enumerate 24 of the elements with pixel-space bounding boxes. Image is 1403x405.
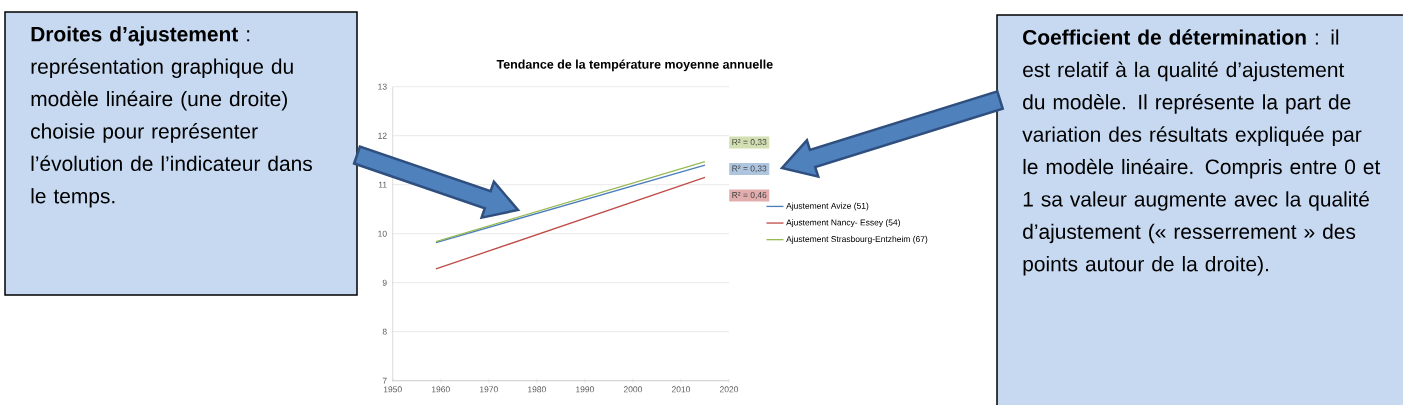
y-tick-label: 11 bbox=[378, 181, 387, 188]
x-tick-label: 2010 bbox=[671, 386, 691, 393]
x-tick-label: 1990 bbox=[576, 386, 594, 393]
legend-label: Ajustement Nancy- Essey (54) bbox=[786, 219, 900, 228]
text: Coefficient de détermination : il est relatif à la qualité d’ajustement du modèle. Il représente la part de variation des résultats expliquée par le modèle linéaire. Compris entre 0 et 1 sa valeur augmente avec la qualité d’ajustement (« resserrement » des points autour de la droite). bbox=[1022, 29, 1381, 276]
text: R² = 0,46 bbox=[732, 191, 767, 199]
x-tick-label: 1970 bbox=[480, 386, 498, 393]
x-tick-label: 2020 bbox=[720, 386, 739, 393]
x-tick-label: 1950 bbox=[383, 386, 402, 393]
y-tick-label: 12 bbox=[378, 132, 387, 139]
text: R² = 0,33 bbox=[732, 139, 767, 147]
x-tick-label: 1980 bbox=[528, 386, 546, 393]
y-tick-label: 8 bbox=[382, 328, 387, 335]
text: R² = 0,33 bbox=[732, 165, 767, 173]
x-tick-label: 1960 bbox=[431, 386, 450, 393]
y-tick-label: 9 bbox=[382, 279, 387, 286]
y-tick-label: 13 bbox=[378, 83, 387, 90]
x-tick-label: 2000 bbox=[623, 386, 642, 393]
chart-title: Tendance de la température moyenne annuelle bbox=[496, 59, 773, 72]
text: Droites d’ajustement : représentation graphique du modèle linéaire (une droite) choisie pour représenter l’évolution de l’indicateur dans le temps. bbox=[31, 26, 312, 208]
legend-label: Ajustement Strasbourg-Entzheim (67) bbox=[786, 235, 928, 244]
y-tick-label: 7 bbox=[382, 377, 387, 384]
y-tick-label: 10 bbox=[378, 230, 387, 237]
legend-label: Ajustement Avize (51) bbox=[786, 202, 869, 211]
